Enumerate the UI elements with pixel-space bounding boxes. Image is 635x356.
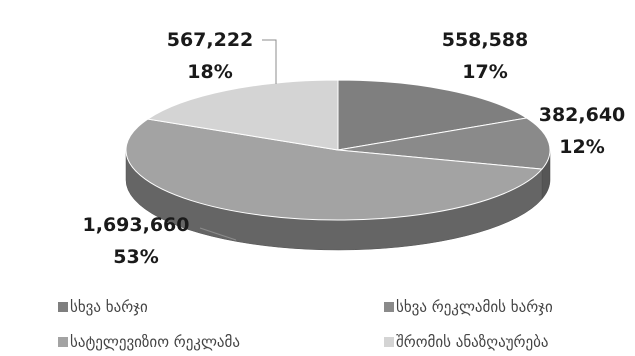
legend-swatch-labor-compensation (384, 337, 394, 347)
legend-item-tv-advertising: სატელევიზიო რეკლამა (58, 333, 240, 351)
data-label-value-0: 558,588 (442, 29, 529, 51)
data-label-value-1: 382,640 (539, 104, 626, 126)
data-label-percent-2: 53% (113, 246, 158, 268)
pie-slice-2 (125, 118, 543, 221)
pie-labels: 558,588 17% 382,640 12% 1,693,660 53% 567,222 1… (83, 29, 626, 268)
legend-label-other-expense: სხვა ხარჯი (70, 298, 148, 316)
legend-item-labor-compensation: შრომის ანაზღაურება (384, 333, 548, 351)
data-label-percent-3: 18% (187, 61, 232, 83)
data-label-percent-0: 17% (462, 61, 507, 83)
data-label-value-2: 1,693,660 (83, 214, 190, 236)
data-label-percent-1: 12% (559, 136, 604, 158)
pie-slice-1 (337, 117, 551, 170)
pie-chart: 558,588 17% 382,640 12% 1,693,660 53% 567,222 1… (83, 29, 626, 268)
legend-label-tv-advertising: სატელევიზიო რეკლამა (70, 333, 241, 351)
legend-item-other-advertising-expense: სხვა რეკლამის ხარჯი (384, 298, 553, 316)
legend-item-other-expense: სხვა ხარჯი (58, 298, 148, 316)
leader-line-2 (199, 227, 237, 241)
legend-label-other-advertising-expense: სხვა რეკლამის ხარჯი (396, 298, 553, 316)
data-label-value-3: 567,222 (167, 29, 254, 51)
leader-line-3 (262, 39, 277, 84)
legend-swatch-other-expense (58, 302, 68, 312)
pie-slice-0 (337, 79, 528, 151)
pie-slice-3 (146, 79, 339, 151)
pie-tops (125, 79, 551, 221)
legend-label-labor-compensation: შრომის ანაზღაურება (396, 333, 549, 351)
legend-swatch-tv-advertising (58, 337, 68, 347)
chart-legend: სხვა ხარჯი სხვა რეკლამის ხარჯი სატელევიზ… (0, 288, 635, 356)
legend-swatch-other-advertising-expense (384, 302, 394, 312)
